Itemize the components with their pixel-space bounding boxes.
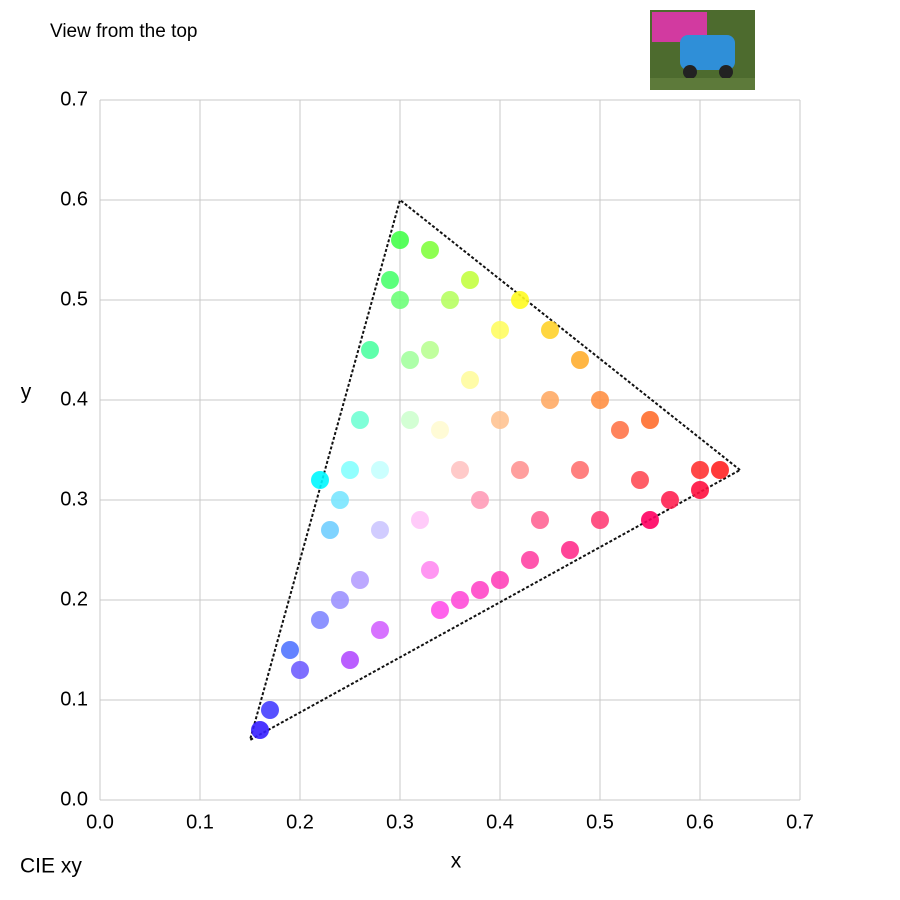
gamut-outline xyxy=(248,198,741,743)
scatter-point xyxy=(251,721,269,739)
scatter-point xyxy=(401,411,419,429)
scatter-point xyxy=(491,571,509,589)
x-tick-label: 0.2 xyxy=(286,811,314,833)
scatter-point xyxy=(691,461,709,479)
scatter-point xyxy=(561,541,579,559)
scatter-point xyxy=(691,481,709,499)
scatter-point xyxy=(471,491,489,509)
scatter-point xyxy=(351,411,369,429)
y-tick-label: 0.0 xyxy=(60,788,88,810)
scatter-point xyxy=(391,231,409,249)
scatter-point xyxy=(371,521,389,539)
scatter-point xyxy=(641,411,659,429)
y-tick-label: 0.5 xyxy=(60,288,88,310)
x-tick-label: 0.0 xyxy=(86,811,114,833)
scatter-point xyxy=(451,591,469,609)
scatter-point xyxy=(511,291,529,309)
scatter-point xyxy=(451,461,469,479)
scatter-point xyxy=(541,321,559,339)
scatter-point xyxy=(571,351,589,369)
scatter-point xyxy=(611,421,629,439)
plot-area: 0.0 0.1 0.2 0.3 0.4 0.5 0.6 0.7 0.0 0.1 0.2 0.3 0.4 0… xyxy=(60,88,814,833)
scatter-point xyxy=(591,511,609,529)
scatter-point xyxy=(371,621,389,639)
scatter-point xyxy=(361,341,379,359)
scatter-point xyxy=(421,241,439,259)
scatter-point xyxy=(391,291,409,309)
y-axis-label: y xyxy=(21,381,32,404)
scatter-point xyxy=(431,601,449,619)
scatter-point xyxy=(591,391,609,409)
x-tick-label: 0.6 xyxy=(686,811,714,833)
scatter-point xyxy=(421,561,439,579)
scatter-point xyxy=(661,491,679,509)
scatter-point xyxy=(311,471,329,489)
scatter-point xyxy=(631,471,649,489)
scatter-point xyxy=(401,351,419,369)
scatter-point xyxy=(641,511,659,529)
scatter-point xyxy=(571,461,589,479)
scatter-point xyxy=(311,611,329,629)
scatter-point xyxy=(351,571,369,589)
scatter-point xyxy=(491,321,509,339)
corner-label: CIE xy xyxy=(20,855,82,878)
scatter-point xyxy=(431,421,449,439)
scatter-point xyxy=(461,371,479,389)
scatter-point xyxy=(381,271,399,289)
scatter-point xyxy=(261,701,279,719)
scatter-point xyxy=(421,341,439,359)
scatter-point xyxy=(291,661,309,679)
scatter-point xyxy=(711,461,729,479)
scatter-point xyxy=(341,461,359,479)
thumbnail xyxy=(650,10,755,90)
scatter-point xyxy=(341,651,359,669)
x-tick-label: 0.3 xyxy=(386,811,414,833)
scatter-point xyxy=(541,391,559,409)
chart-title: View from the top xyxy=(50,21,198,42)
scatter-point xyxy=(461,271,479,289)
scatter-point xyxy=(491,411,509,429)
scatter-point xyxy=(281,641,299,659)
y-tick-label: 0.3 xyxy=(60,488,88,510)
x-tick-label: 0.4 xyxy=(486,811,514,833)
scatter-point xyxy=(321,521,339,539)
scatter-point xyxy=(331,491,349,509)
x-tick-label: 0.7 xyxy=(786,811,814,833)
scatter-point xyxy=(531,511,549,529)
x-tick-label: 0.5 xyxy=(586,811,614,833)
scatter-point xyxy=(441,291,459,309)
scatter-point xyxy=(521,551,539,569)
y-tick-label: 0.2 xyxy=(60,588,88,610)
y-tick-label: 0.6 xyxy=(60,188,88,210)
y-tick-label: 0.7 xyxy=(60,88,88,110)
x-axis-label: x xyxy=(451,850,462,873)
scatter-point xyxy=(511,461,529,479)
scatter-point xyxy=(411,511,429,529)
x-tick-label: 0.1 xyxy=(186,811,214,833)
scatter-point xyxy=(331,591,349,609)
scatter-point xyxy=(371,461,389,479)
y-tick-label: 0.4 xyxy=(60,388,88,410)
y-tick-label: 0.1 xyxy=(60,688,88,710)
scatter-point xyxy=(471,581,489,599)
